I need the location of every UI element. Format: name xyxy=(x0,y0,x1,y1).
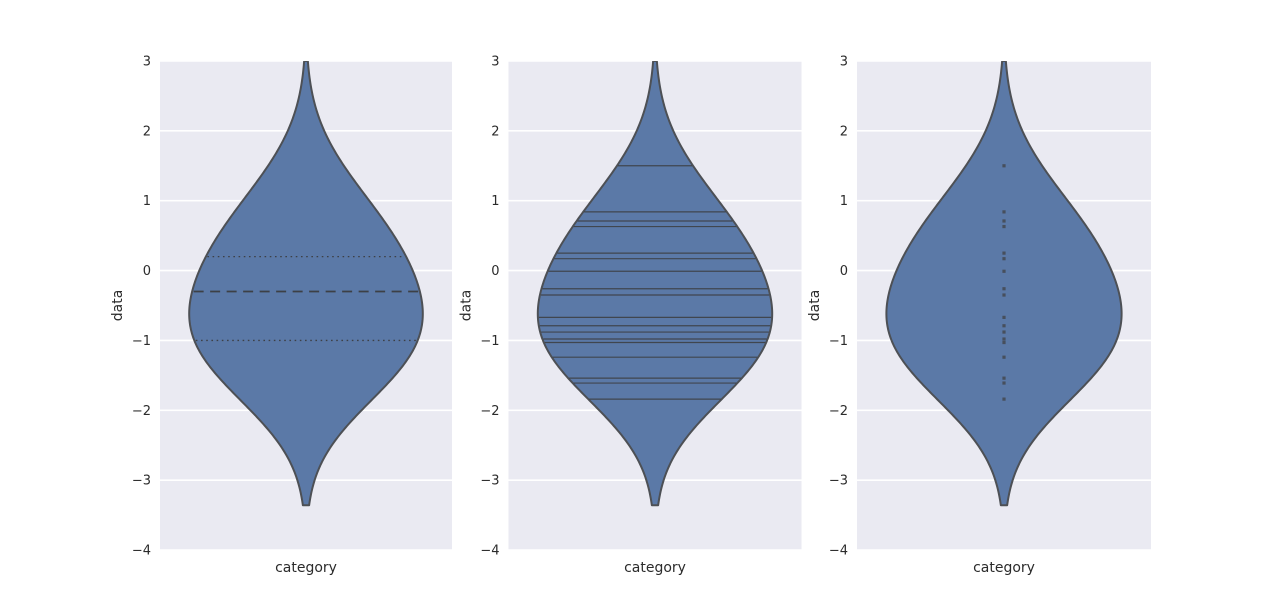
x-axis-label: category xyxy=(973,560,1035,576)
y-tick-label: −3 xyxy=(132,474,151,489)
y-tick-label: 0 xyxy=(143,264,151,279)
observation-point xyxy=(1002,164,1006,168)
observation-point xyxy=(1002,224,1006,229)
observation-point xyxy=(1002,324,1006,328)
observation-point xyxy=(1002,293,1006,297)
y-axis-label: data xyxy=(110,290,126,322)
y-tick-label: 0 xyxy=(491,264,499,279)
violin-panel-quartile: 3 2 1 0 −1 −2 −3 −4 category data xyxy=(110,55,452,576)
y-tick-label: 2 xyxy=(143,124,151,139)
observation-point xyxy=(1002,397,1006,401)
observation-point xyxy=(1002,376,1006,380)
y-tick-label: 1 xyxy=(143,194,151,209)
y-tick-label: 1 xyxy=(491,194,499,209)
observation-point xyxy=(1002,287,1006,291)
y-tick-label: −1 xyxy=(132,334,151,349)
observation-point xyxy=(1002,337,1006,341)
y-axis-label: data xyxy=(807,290,823,322)
observation-point xyxy=(1002,219,1006,223)
y-tick-label: 3 xyxy=(840,55,848,70)
y-axis-label: data xyxy=(459,290,475,322)
y-tick-label: −2 xyxy=(480,404,499,419)
observation-point xyxy=(1002,330,1006,334)
observation-point xyxy=(1002,257,1006,261)
x-axis-label: category xyxy=(275,560,337,576)
y-tick-label: −4 xyxy=(829,544,848,559)
y-tick-label: −1 xyxy=(480,334,499,349)
y-tick-label: 0 xyxy=(840,264,848,279)
x-axis-label: category xyxy=(624,560,686,576)
violin-panel-point: 3 2 1 0 −1 −2 −3 −4 category data xyxy=(807,55,1151,576)
observation-point xyxy=(1002,269,1006,273)
observation-point xyxy=(1002,251,1006,255)
y-tick-label: −1 xyxy=(829,334,848,349)
violin-shape xyxy=(536,61,774,507)
y-tick-label: −2 xyxy=(132,404,151,419)
y-tick-label: 3 xyxy=(143,55,151,70)
observation-point xyxy=(1002,381,1006,385)
y-tick-label: −2 xyxy=(829,404,848,419)
y-tick-label: −4 xyxy=(480,544,499,559)
y-tick-label: 1 xyxy=(840,194,848,209)
y-tick-label: 2 xyxy=(840,124,848,139)
observation-point xyxy=(1002,315,1006,319)
y-tick-label: 2 xyxy=(491,124,499,139)
observation-point xyxy=(1002,340,1006,345)
violin-shape xyxy=(188,61,424,507)
violin-panel-stick: 3 2 1 0 −1 −2 −3 −4 category data xyxy=(459,55,802,576)
y-tick-label: −3 xyxy=(480,474,499,489)
y-tick-label: −4 xyxy=(132,544,151,559)
y-tick-label: −3 xyxy=(829,474,848,489)
observation-point xyxy=(1002,210,1006,214)
observation-point xyxy=(1002,355,1006,359)
violin-shape xyxy=(885,61,1123,507)
y-tick-label: 3 xyxy=(491,55,499,70)
